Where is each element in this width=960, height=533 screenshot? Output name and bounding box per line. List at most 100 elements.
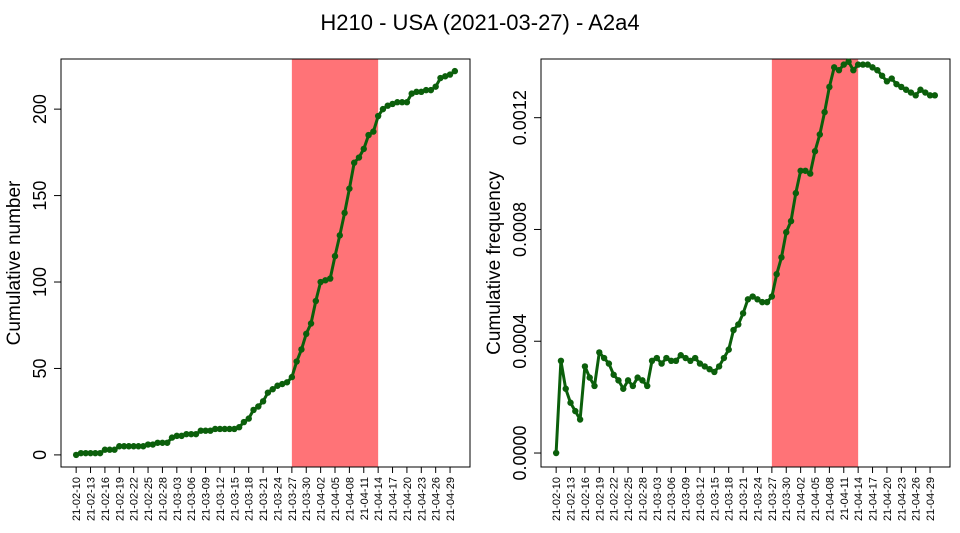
x-tick-label: 21-02-25 bbox=[143, 477, 155, 521]
highlight-band bbox=[771, 59, 859, 467]
data-point bbox=[235, 424, 243, 431]
x-tick-label: 21-04-20 bbox=[882, 477, 894, 521]
data-point bbox=[629, 382, 637, 390]
data-point bbox=[159, 439, 166, 446]
data-point bbox=[720, 354, 728, 362]
x-tick-label: 21-02-10 bbox=[551, 477, 563, 521]
x-tick-label: 21-02-16 bbox=[100, 477, 112, 521]
data-point bbox=[187, 430, 195, 438]
data-point bbox=[307, 320, 315, 327]
x-tick-label: 21-04-08 bbox=[344, 477, 356, 521]
data-point bbox=[125, 443, 133, 450]
data-point bbox=[331, 252, 339, 260]
data-point bbox=[874, 66, 881, 74]
data-point bbox=[96, 449, 104, 457]
data-point bbox=[639, 377, 646, 384]
x-tick-label: 21-04-26 bbox=[431, 477, 443, 521]
data-point bbox=[269, 386, 276, 393]
x-tick-label: 21-03-21 bbox=[738, 477, 750, 521]
x-tick-label: 21-02-13 bbox=[86, 477, 98, 521]
data-point bbox=[730, 326, 737, 334]
data-point bbox=[826, 83, 833, 91]
y-tick-label: 0.0000 bbox=[510, 425, 530, 480]
data-point bbox=[749, 293, 756, 300]
data-point bbox=[226, 425, 233, 433]
data-point bbox=[293, 358, 300, 365]
x-tick-label: 21-03-12 bbox=[215, 477, 227, 521]
x-tick-label: 21-04-20 bbox=[402, 477, 414, 521]
data-point bbox=[422, 86, 430, 94]
x-tick-label: 21-04-29 bbox=[925, 477, 937, 521]
data-point bbox=[403, 99, 411, 106]
data-point bbox=[264, 389, 272, 396]
data-point bbox=[346, 185, 353, 192]
data-point bbox=[586, 374, 593, 381]
data-point bbox=[197, 427, 204, 434]
data-point bbox=[902, 86, 910, 93]
x-tick-label: 21-02-13 bbox=[566, 477, 578, 521]
data-point bbox=[111, 446, 118, 453]
data-point bbox=[173, 432, 181, 440]
data-point bbox=[312, 297, 320, 305]
data-point bbox=[711, 368, 718, 376]
data-point bbox=[644, 382, 651, 390]
chart-title: H210 - USA (2021-03-27) - A2a4 bbox=[320, 10, 640, 35]
right-panel: 0.0000 0.0004 0.0008 0.0012 Cumulative frequ… bbox=[484, 58, 951, 521]
data-point bbox=[82, 449, 89, 457]
data-point bbox=[567, 399, 574, 406]
x-tick-label: 21-02-25 bbox=[623, 477, 635, 521]
data-point bbox=[596, 349, 603, 356]
data-point bbox=[77, 449, 85, 457]
data-point bbox=[811, 148, 819, 155]
data-point bbox=[893, 80, 900, 88]
data-point bbox=[211, 425, 219, 433]
data-point bbox=[562, 385, 569, 392]
data-point bbox=[888, 75, 895, 82]
x-tick-label: 21-03-09 bbox=[201, 477, 213, 521]
data-point bbox=[854, 61, 862, 68]
data-point bbox=[130, 443, 137, 450]
data-point bbox=[135, 443, 142, 450]
data-point bbox=[398, 99, 406, 106]
data-point bbox=[615, 377, 622, 384]
y-tick-label: 0.0004 bbox=[510, 314, 530, 369]
data-point bbox=[288, 373, 296, 381]
data-point bbox=[667, 357, 675, 365]
x-tick-label: 21-03-12 bbox=[695, 477, 707, 521]
x-tick-label: 21-02-22 bbox=[609, 477, 621, 521]
data-point bbox=[869, 64, 876, 71]
data-point bbox=[926, 92, 934, 99]
data-point bbox=[350, 159, 358, 166]
data-point bbox=[255, 403, 262, 410]
data-point bbox=[620, 385, 627, 392]
x-tick-label: 21-02-28 bbox=[637, 477, 649, 521]
data-point bbox=[715, 363, 723, 370]
x-tick-label: 21-04-05 bbox=[810, 477, 822, 521]
data-point bbox=[898, 83, 905, 91]
data-point bbox=[648, 357, 656, 365]
x-tick-label: 21-03-03 bbox=[652, 477, 664, 521]
x-tick-label: 21-03-24 bbox=[752, 477, 764, 521]
data-point bbox=[802, 167, 809, 174]
data-point bbox=[912, 92, 919, 99]
data-point bbox=[370, 128, 377, 135]
data-point bbox=[183, 430, 190, 438]
data-point bbox=[144, 441, 152, 448]
data-point bbox=[759, 298, 766, 306]
x-tick-label: 21-04-08 bbox=[824, 477, 836, 521]
data-point bbox=[572, 407, 579, 415]
data-point bbox=[773, 270, 780, 278]
x-tick-label: 21-04-02 bbox=[316, 477, 328, 521]
data-point bbox=[446, 71, 454, 78]
data-point bbox=[355, 154, 363, 161]
data-point bbox=[365, 131, 372, 139]
data-point bbox=[581, 363, 589, 370]
data-point bbox=[432, 83, 439, 90]
data-point bbox=[807, 170, 814, 177]
data-point bbox=[245, 415, 252, 422]
data-point bbox=[768, 293, 776, 300]
data-point bbox=[859, 61, 867, 68]
data-point bbox=[797, 167, 804, 174]
data-point bbox=[739, 310, 747, 317]
